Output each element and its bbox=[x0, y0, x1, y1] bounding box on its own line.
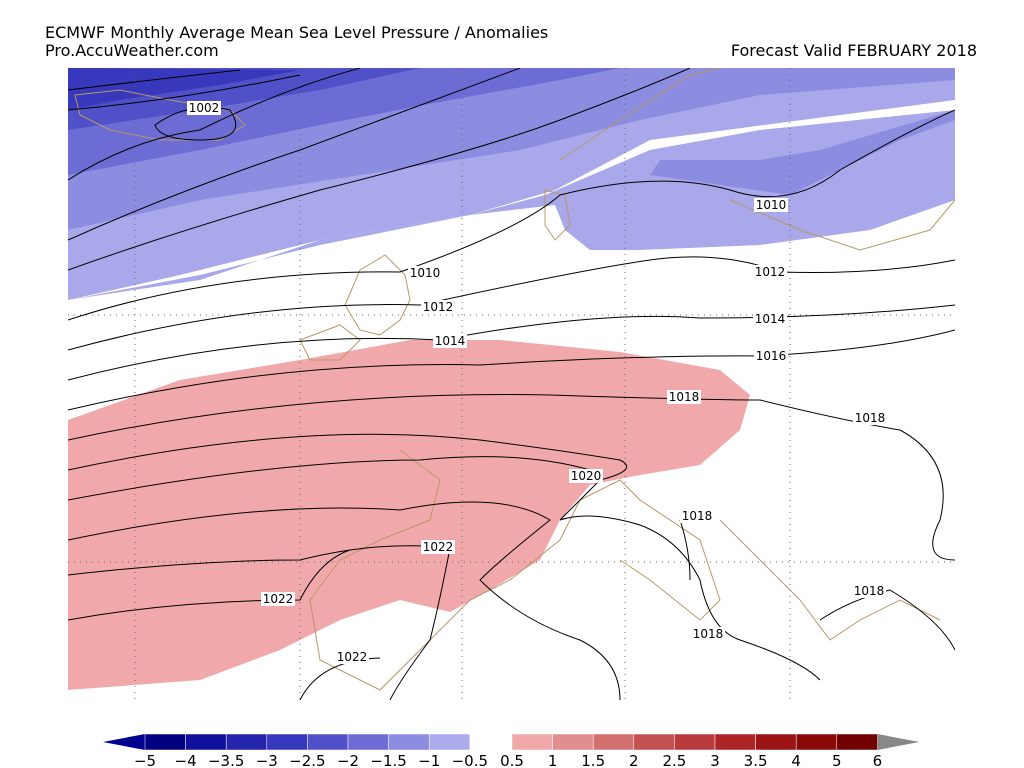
contour-label-bg bbox=[421, 300, 455, 314]
colorbar-swatch bbox=[836, 733, 878, 751]
contour-label: 1012 bbox=[423, 300, 454, 314]
contour-labels: 1002 1010 1010 1012 1012 1014 1014 1016 1018 1018… bbox=[187, 101, 887, 664]
contour-label-bg bbox=[753, 312, 787, 326]
contour-label-bg bbox=[408, 266, 442, 280]
contour-label: 1018 bbox=[682, 509, 713, 523]
contour-label: 1018 bbox=[854, 584, 885, 598]
contour-label-bg bbox=[667, 390, 701, 404]
colorbar-swatch bbox=[225, 733, 268, 751]
colorbar-swatch bbox=[428, 733, 471, 751]
colorbar-label: 6 bbox=[873, 752, 883, 768]
colorbar-label: −4 bbox=[175, 752, 197, 768]
colorbar-label: −3.5 bbox=[208, 752, 244, 768]
contour-label: 1014 bbox=[755, 312, 786, 326]
colorbar-swatch bbox=[592, 733, 635, 751]
colorbar-label: 0.5 bbox=[500, 752, 524, 768]
contour-label: 1022 bbox=[263, 592, 294, 606]
colorbar-label: 1.5 bbox=[581, 752, 605, 768]
contour-label-bg bbox=[753, 265, 787, 279]
contour-label: 1016 bbox=[756, 349, 787, 363]
colorbar-label: −2 bbox=[337, 752, 359, 768]
contour-label-bg bbox=[754, 349, 788, 363]
colorbar-swatch bbox=[388, 733, 430, 751]
colorbar-swatch bbox=[674, 733, 716, 751]
colorbar-label: 3.5 bbox=[744, 752, 768, 768]
title: ECMWF Monthly Average Mean Sea Level Pre… bbox=[45, 23, 548, 42]
colorbar-swatch bbox=[552, 733, 594, 751]
colorbar-swatch bbox=[347, 733, 389, 751]
contour-label-bg bbox=[569, 469, 603, 483]
contour-label-bg bbox=[853, 411, 887, 425]
colorbar-swatch bbox=[633, 733, 675, 751]
colorbar-swatch bbox=[307, 733, 349, 751]
colorbar-label: −2.5 bbox=[289, 752, 325, 768]
colorbar-swatch bbox=[511, 733, 553, 751]
contour-label-bg bbox=[754, 198, 788, 212]
colorbar-label: −0.5 bbox=[452, 752, 488, 768]
colorbar-label: 4 bbox=[791, 752, 801, 768]
colorbar-swatch bbox=[714, 733, 756, 751]
colorbar-label: −1 bbox=[418, 752, 440, 768]
contour-label-bg bbox=[335, 650, 369, 664]
colorbar: −5 −4 −3.5 −3 −2.5 −2 −1.5 −1 −0.5 0.5 1 1.5 2 2.5 3 3.… bbox=[103, 733, 920, 768]
valid-date: Forecast Valid FEBRUARY 2018 bbox=[731, 41, 977, 60]
contour-label-bg bbox=[433, 334, 467, 348]
contour-label: 1010 bbox=[756, 198, 787, 212]
contour-label-bg bbox=[680, 509, 714, 523]
contour-label-bg bbox=[187, 101, 221, 115]
colorbar-label: 5 bbox=[832, 752, 842, 768]
contour-label-bg bbox=[261, 592, 295, 606]
colorbar-label: 1 bbox=[548, 752, 558, 768]
colorbar-swatch bbox=[185, 733, 227, 751]
colorbar-swatch bbox=[266, 733, 308, 751]
contour-label: 1018 bbox=[669, 390, 700, 404]
colorbar-arrow-high bbox=[877, 734, 920, 750]
colorbar-swatch bbox=[795, 733, 838, 751]
contour-label: 1020 bbox=[571, 469, 602, 483]
contour-label: 1018 bbox=[855, 411, 886, 425]
colorbar-label: 3 bbox=[710, 752, 720, 768]
contour-label: 1022 bbox=[337, 650, 368, 664]
contour-label: 1018 bbox=[693, 627, 724, 641]
contour-label: 1022 bbox=[423, 540, 454, 554]
contour-label: 1012 bbox=[755, 265, 786, 279]
source: Pro.AccuWeather.com bbox=[45, 41, 219, 60]
colorbar-label: −5 bbox=[134, 752, 156, 768]
colorbar-swatch bbox=[144, 733, 186, 751]
contour-label-bg bbox=[421, 540, 455, 554]
colorbar-label: −1.5 bbox=[370, 752, 406, 768]
contour-label: 1002 bbox=[189, 101, 220, 115]
colorbar-arrow-low bbox=[103, 734, 145, 750]
contour-label-bg bbox=[852, 584, 886, 598]
colorbar-label: 2 bbox=[629, 752, 639, 768]
colorbar-swatch bbox=[755, 733, 797, 751]
colorbar-label: 2.5 bbox=[662, 752, 686, 768]
contour-label: 1014 bbox=[435, 334, 466, 348]
contour-label: 1010 bbox=[410, 266, 441, 280]
contour-label-bg bbox=[691, 627, 725, 641]
colorbar-label: −3 bbox=[256, 752, 278, 768]
map bbox=[68, 68, 955, 700]
